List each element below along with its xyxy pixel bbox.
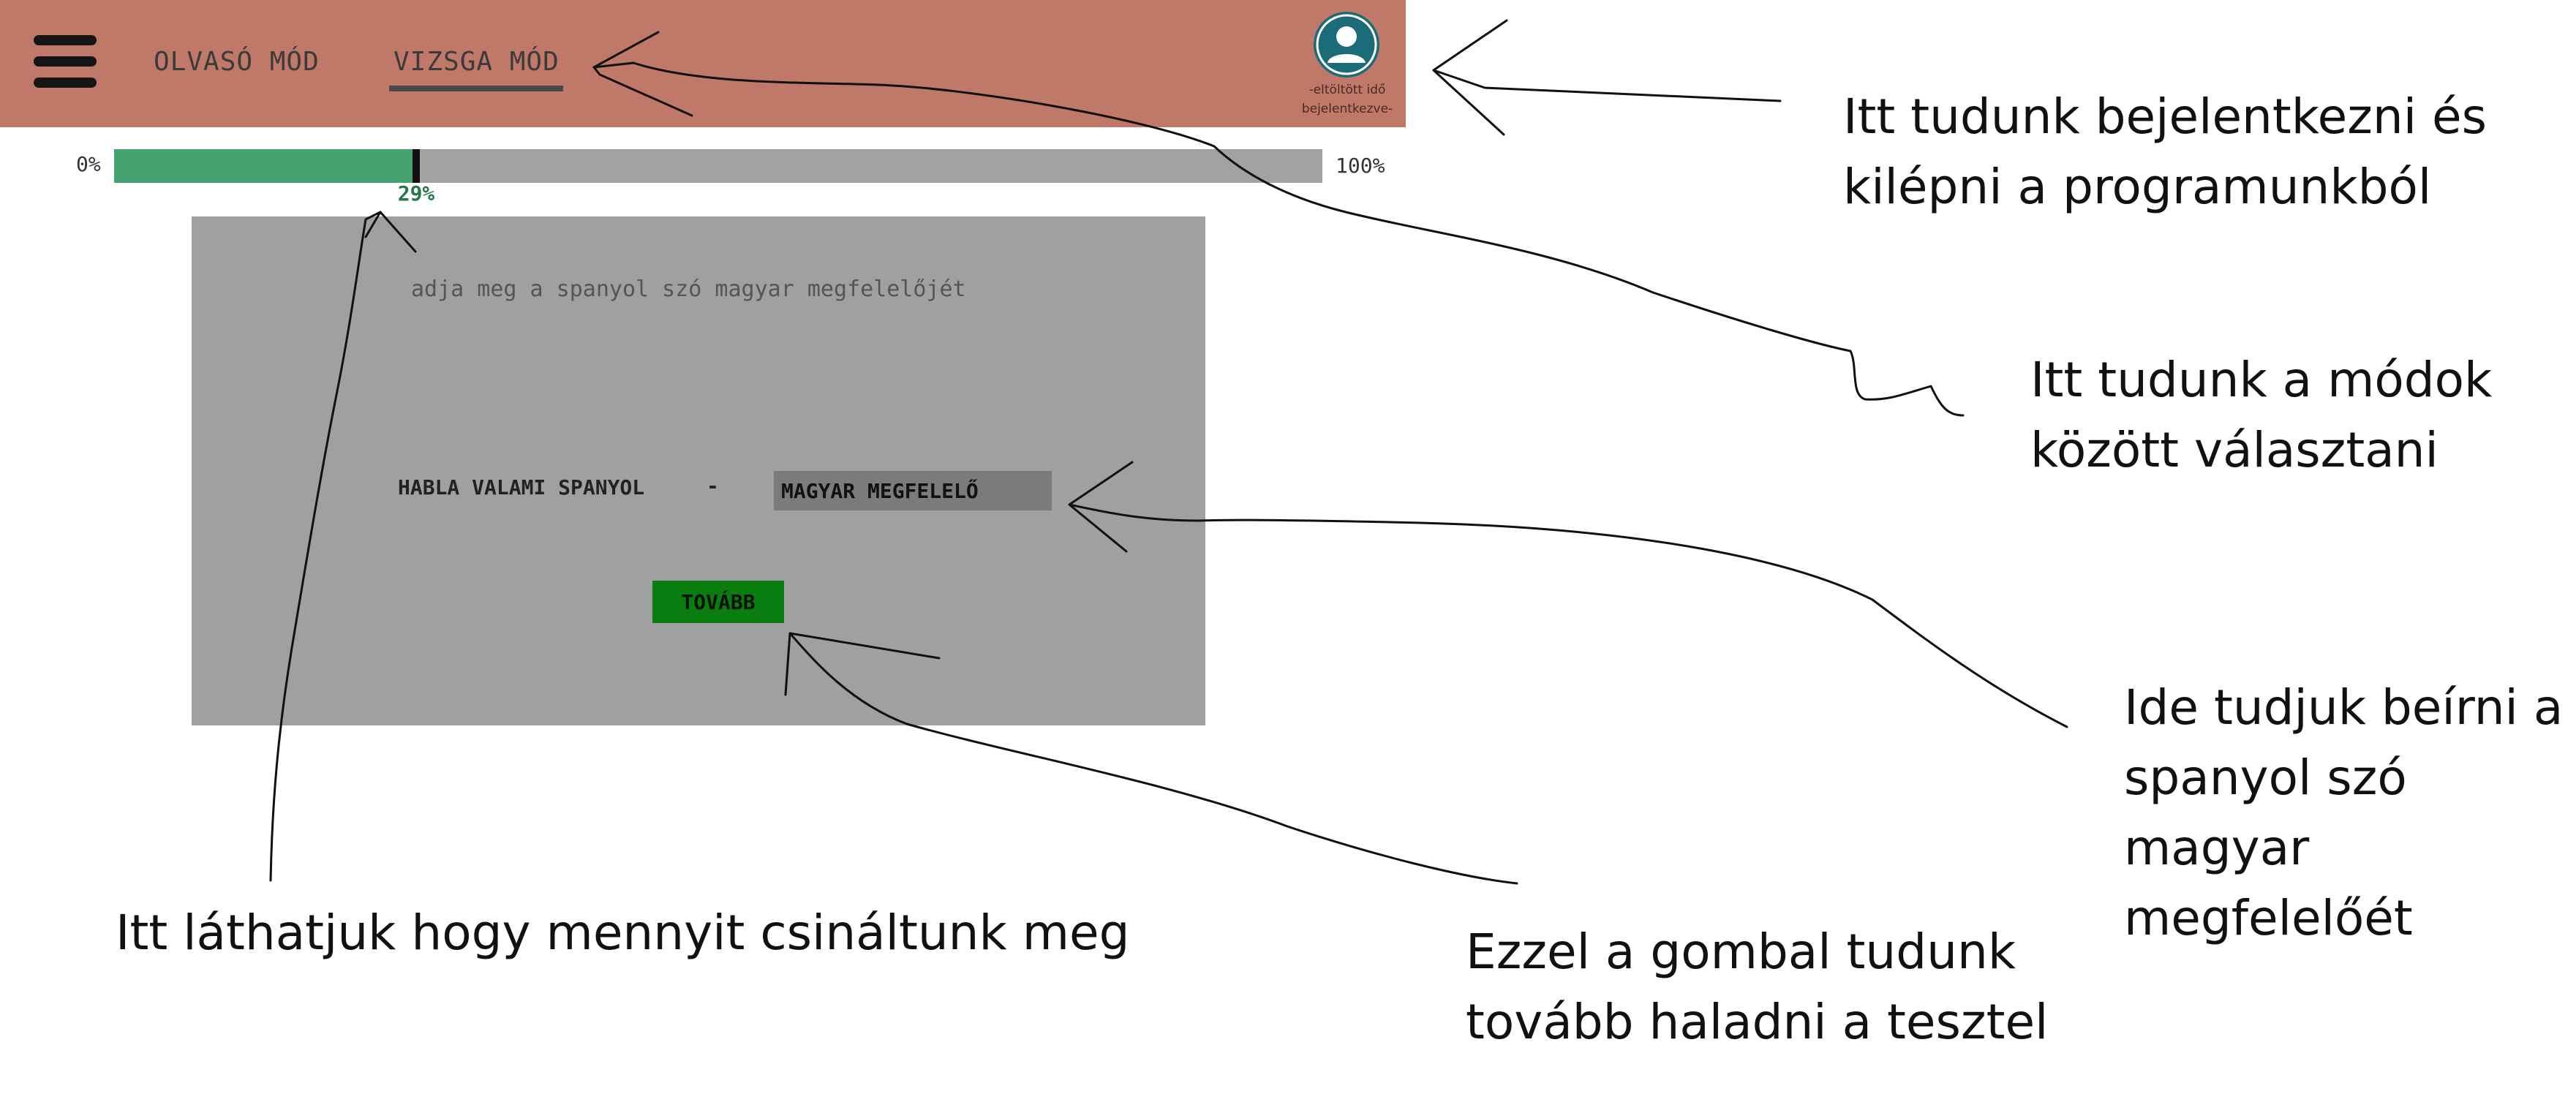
annotation-button: Ezzel a gombal tudunk tovább haladni a t… <box>1466 924 2049 1050</box>
hamburger-icon[interactable] <box>34 35 99 88</box>
next-button[interactable]: TOVÁBB <box>652 581 784 623</box>
annotation-input: Ide tudjuk beírni a spanyol szó magyar m… <box>2124 679 2564 946</box>
word-separator: - <box>707 474 719 498</box>
spanish-word: HABLA VALAMI SPANYOL <box>398 475 645 499</box>
user-avatar-icon[interactable] <box>1314 12 1379 78</box>
annotation-modes: Itt tudunk a módok között választani <box>2030 352 2493 478</box>
arrow-input <box>1068 461 2068 728</box>
arrow-login <box>1432 19 1782 136</box>
annotation-login: Itt tudunk bejelentkezni és kilépni a pr… <box>1843 88 2488 215</box>
logged-in-label: bejelentkezve- <box>1301 102 1393 116</box>
tab-vizsga-mod[interactable]: VIZSGA MÓD <box>393 47 560 77</box>
progress-min-label: 0% <box>76 152 101 176</box>
progress-max-label: 100% <box>1336 154 1385 178</box>
active-tab-underline <box>389 86 563 91</box>
tab-olvaso-mod[interactable]: OLVASÓ MÓD <box>154 47 320 77</box>
elapsed-time-label: -eltöltött idő <box>1308 83 1386 97</box>
login-status: -eltöltött idő bejelentkezve- <box>1289 80 1406 118</box>
top-bar: OLVASÓ MÓD VIZSGA MÓD -eltöltött idő bej… <box>0 0 1406 127</box>
progress-value-label: 29% <box>397 181 435 205</box>
exam-instruction: adja meg a spanyol szó magyar megfelelőj… <box>411 276 966 302</box>
answer-input[interactable] <box>774 471 1052 510</box>
progress-marker <box>413 149 420 183</box>
progress-bar <box>114 149 1322 183</box>
progress-fill <box>114 149 416 183</box>
annotation-progress: Itt láthatjuk hogy mennyit csináltunk me… <box>116 905 1130 961</box>
exam-panel: adja meg a spanyol szó magyar megfelelőj… <box>192 216 1205 725</box>
